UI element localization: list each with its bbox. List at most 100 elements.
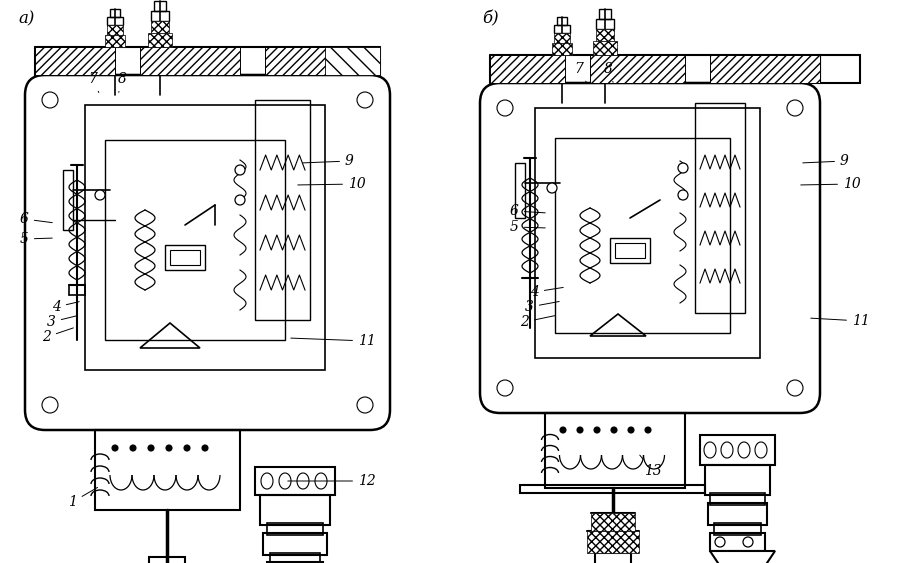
Polygon shape <box>710 551 775 563</box>
Bar <box>255 100 310 320</box>
Bar <box>587 531 639 553</box>
Bar <box>63 170 73 230</box>
Circle shape <box>357 397 373 413</box>
Text: 12: 12 <box>288 474 376 488</box>
Circle shape <box>357 92 373 108</box>
Bar <box>85 105 325 370</box>
Bar <box>263 533 327 555</box>
Circle shape <box>577 427 583 433</box>
Text: 11: 11 <box>811 314 869 328</box>
Circle shape <box>148 445 154 451</box>
Bar <box>700 435 775 465</box>
Bar <box>267 562 323 563</box>
Bar <box>705 465 770 495</box>
Bar <box>520 485 705 493</box>
Bar <box>710 533 765 551</box>
Bar <box>590 55 685 83</box>
Circle shape <box>235 165 245 175</box>
Bar <box>95 430 240 510</box>
Bar <box>591 513 635 531</box>
Bar <box>151 21 169 33</box>
Circle shape <box>787 380 803 396</box>
Bar <box>708 503 767 525</box>
Text: 10: 10 <box>298 177 365 191</box>
Bar <box>325 47 380 75</box>
Bar <box>610 238 650 263</box>
Bar <box>105 35 125 47</box>
Circle shape <box>743 537 753 547</box>
Bar <box>151 11 169 21</box>
Text: 8: 8 <box>118 72 127 92</box>
Bar <box>596 29 614 41</box>
Circle shape <box>42 397 58 413</box>
Text: 13: 13 <box>640 455 662 478</box>
Bar <box>265 47 380 75</box>
Circle shape <box>594 427 600 433</box>
Bar <box>595 553 631 563</box>
Circle shape <box>235 195 245 205</box>
Circle shape <box>547 183 557 193</box>
Bar <box>557 17 567 25</box>
Bar <box>140 47 240 75</box>
Bar <box>599 9 611 19</box>
Text: 7: 7 <box>574 62 587 83</box>
Bar <box>710 55 820 83</box>
Bar <box>148 33 172 47</box>
Circle shape <box>787 100 803 116</box>
Circle shape <box>184 445 190 451</box>
Bar <box>714 523 761 535</box>
Bar <box>596 19 614 29</box>
Bar <box>695 103 745 313</box>
Bar <box>552 43 572 55</box>
Text: 11: 11 <box>291 334 376 348</box>
Circle shape <box>645 427 651 433</box>
Circle shape <box>628 427 634 433</box>
Bar <box>615 243 645 258</box>
Bar <box>35 47 115 75</box>
Bar <box>820 55 860 83</box>
Text: 6: 6 <box>20 212 52 226</box>
Circle shape <box>715 537 725 547</box>
Text: 4: 4 <box>52 300 79 314</box>
Text: 2: 2 <box>520 315 555 329</box>
Text: 9: 9 <box>302 154 354 168</box>
Bar <box>554 25 570 33</box>
Circle shape <box>202 445 208 451</box>
Circle shape <box>112 445 118 451</box>
Bar <box>270 553 320 563</box>
Bar <box>593 41 617 55</box>
Text: 7: 7 <box>88 72 99 92</box>
Text: 2: 2 <box>42 328 74 344</box>
Circle shape <box>560 427 566 433</box>
Text: 3: 3 <box>525 300 559 314</box>
Text: 10: 10 <box>801 177 860 191</box>
Text: а): а) <box>18 10 34 27</box>
Text: 6: 6 <box>510 204 545 218</box>
Bar <box>710 493 765 505</box>
Circle shape <box>678 190 688 200</box>
Circle shape <box>42 92 58 108</box>
Bar <box>554 33 570 43</box>
Text: 4: 4 <box>530 285 563 299</box>
Text: 5: 5 <box>510 220 545 234</box>
Bar <box>545 413 685 488</box>
Text: 9: 9 <box>803 154 849 168</box>
Circle shape <box>497 380 513 396</box>
Circle shape <box>130 445 136 451</box>
Circle shape <box>166 445 172 451</box>
Text: 1: 1 <box>68 488 97 509</box>
Bar <box>110 9 120 17</box>
Bar <box>515 163 525 218</box>
Bar <box>149 557 185 563</box>
Bar <box>555 138 730 333</box>
Bar <box>255 467 335 495</box>
Bar <box>105 140 285 340</box>
Bar <box>170 250 200 265</box>
Bar <box>107 25 123 35</box>
Bar <box>165 245 205 270</box>
Circle shape <box>95 190 105 200</box>
Text: 3: 3 <box>47 315 77 329</box>
Text: б): б) <box>482 10 499 27</box>
Circle shape <box>497 100 513 116</box>
Bar <box>107 17 123 25</box>
